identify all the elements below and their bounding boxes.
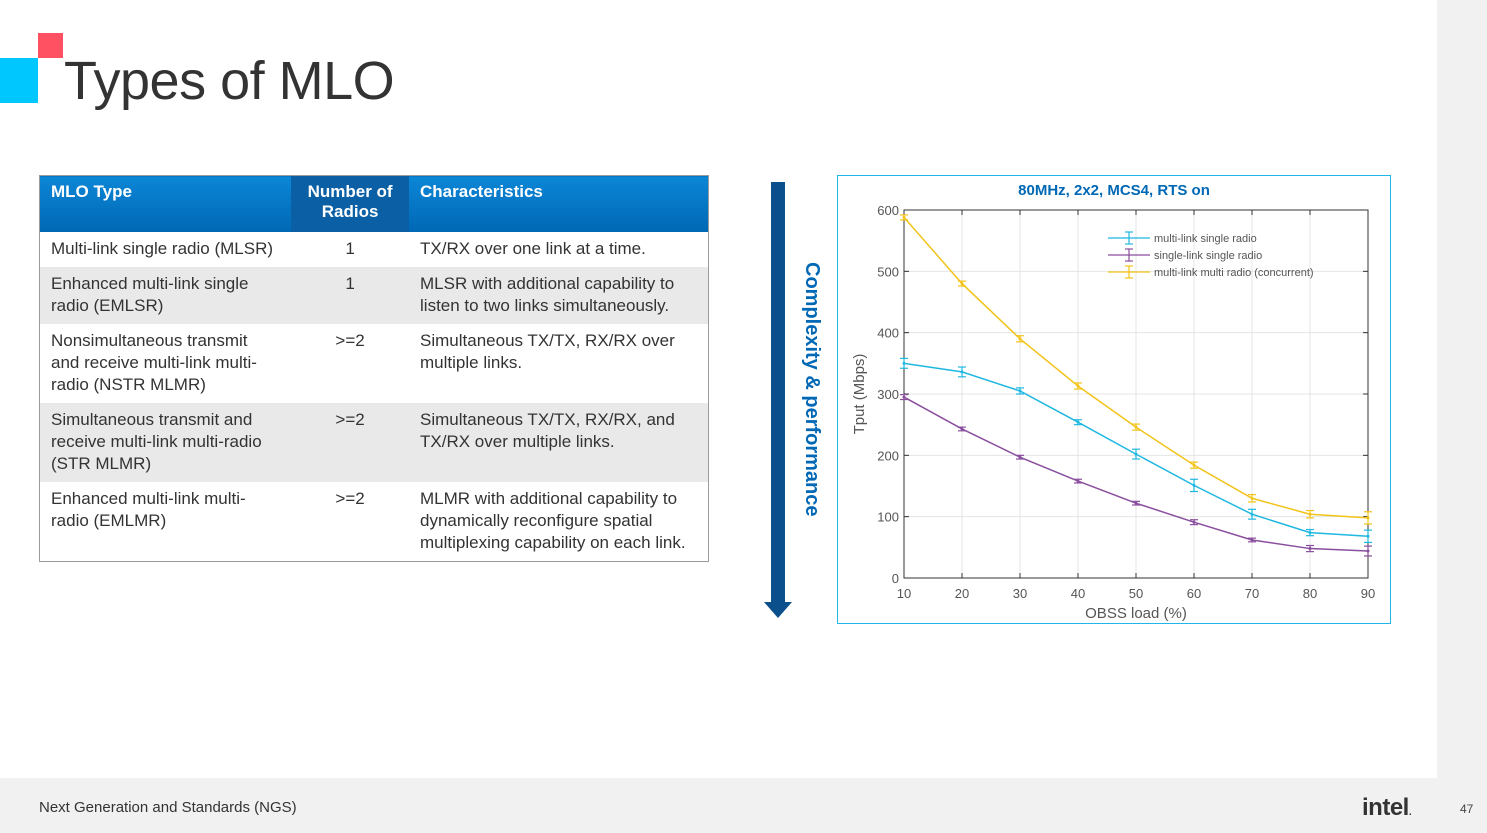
accent-square-cyan	[0, 58, 38, 103]
page-number: 47	[1460, 802, 1474, 816]
data-point	[1250, 496, 1254, 500]
cell-mlo-type: Multi-link single radio (MLSR)	[51, 239, 274, 258]
data-point	[1366, 534, 1370, 538]
legend-label: multi-link multi radio (concurrent)	[1154, 267, 1314, 279]
y-tick-label: 100	[877, 510, 899, 525]
y-axis-label: Tput (Mbps)	[851, 354, 868, 435]
mlo-types-table: MLO Type Number of Radios Characteristic…	[39, 175, 709, 562]
chart-plot: 10 20 30 40 50 60 70 80 90 0 100 200 300 400 500 600 OBS…	[851, 203, 1375, 622]
x-tick-label: 60	[1187, 586, 1201, 601]
cell-mlo-type: Enhanced multi-link single radio (EMLSR)	[39, 267, 292, 324]
legend-label: multi-link single radio	[1154, 233, 1257, 245]
data-point	[1366, 549, 1370, 553]
cell-radios: >=2	[335, 331, 365, 350]
slide-title: Types of MLO	[64, 51, 395, 111]
table-header-row: MLO Type Number of Radios Characteristic…	[39, 175, 709, 232]
y-tick-label: 200	[877, 448, 899, 463]
data-point	[1308, 512, 1312, 516]
data-point	[902, 215, 906, 219]
data-point	[1134, 425, 1138, 429]
intel-logo: intel.	[1362, 794, 1412, 822]
cell-characteristics: Simultaneous TX/TX, RX/RX over multiple …	[420, 331, 675, 372]
table-row: Enhanced multi-link multi-radio (EMLMR) …	[40, 482, 709, 562]
x-tick-label: 90	[1361, 586, 1375, 601]
data-point	[1192, 463, 1196, 467]
data-point	[1308, 547, 1312, 551]
data-point	[1076, 420, 1080, 424]
data-point	[1076, 384, 1080, 388]
x-tick-label: 50	[1129, 586, 1143, 601]
y-tick-label: 600	[877, 203, 899, 218]
x-axis-label: OBSS load (%)	[1085, 605, 1187, 622]
x-tick-label: 70	[1245, 586, 1259, 601]
cell-characteristics: TX/RX over one link at a time.	[420, 239, 646, 258]
cell-mlo-type: Simultaneous transmit and receive multi-…	[39, 403, 292, 482]
data-point	[1134, 452, 1138, 456]
y-tick-label: 0	[892, 571, 899, 586]
right-margin-strip	[1437, 0, 1487, 833]
accent-square-red	[38, 33, 63, 58]
table-row: Enhanced multi-link single radio (EMLSR)…	[39, 267, 709, 324]
cell-mlo-type: Nonsimultaneous transmit and receive mul…	[51, 331, 257, 394]
data-point	[1192, 520, 1196, 524]
footer-text: Next Generation and Standards (NGS)	[39, 799, 297, 816]
x-tick-label: 30	[1013, 586, 1027, 601]
y-tick-label: 300	[877, 387, 899, 402]
cell-characteristics: MLMR with additional capability to dynam…	[420, 489, 686, 552]
complexity-performance-label: Complexity & performance	[801, 262, 823, 517]
table-row: Simultaneous transmit and receive multi-…	[39, 403, 709, 482]
x-tick-label: 80	[1303, 586, 1317, 601]
data-point	[960, 370, 964, 374]
data-point	[960, 427, 964, 431]
cell-radios: >=2	[291, 403, 410, 482]
data-point	[1018, 337, 1022, 341]
intel-logo-text: intel	[1362, 794, 1409, 821]
throughput-chart: 80MHz, 2x2, MCS4, RTS on 10 20 30 40 50 60 70 8…	[837, 175, 1391, 624]
data-point	[1018, 389, 1022, 393]
cell-mlo-type: Enhanced multi-link multi-radio (EMLMR)	[51, 489, 246, 530]
data-point	[1192, 483, 1196, 487]
header-characteristics: Characteristics	[409, 175, 709, 232]
legend-label: single-link single radio	[1154, 250, 1262, 262]
cell-radios: >=2	[335, 489, 365, 508]
intel-logo-dot: .	[1408, 807, 1412, 818]
cell-characteristics: MLSR with additional capability to liste…	[409, 267, 709, 324]
y-tick-label: 400	[877, 326, 899, 341]
data-point	[1076, 479, 1080, 483]
chart-title: 80MHz, 2x2, MCS4, RTS on	[1018, 182, 1210, 199]
data-point	[1366, 516, 1370, 520]
header-mlo-type: MLO Type	[39, 175, 292, 232]
x-tick-label: 10	[897, 586, 911, 601]
table-row: Multi-link single radio (MLSR) 1 TX/RX o…	[40, 232, 709, 267]
data-point	[902, 395, 906, 399]
x-tick-label: 20	[955, 586, 969, 601]
cell-radios: 1	[291, 267, 410, 324]
cell-radios: 1	[345, 239, 355, 258]
data-point	[902, 361, 906, 365]
header-number-of-radios: Number of Radios	[291, 175, 410, 232]
data-point	[1308, 531, 1312, 535]
footer-bar	[0, 778, 1437, 833]
data-point	[1250, 538, 1254, 542]
data-point	[960, 282, 964, 286]
data-point	[1018, 455, 1022, 459]
y-tick-label: 500	[877, 264, 899, 279]
table-row: Nonsimultaneous transmit and receive mul…	[40, 324, 709, 403]
data-point	[1134, 501, 1138, 505]
data-point	[1250, 512, 1254, 516]
x-tick-label: 40	[1071, 586, 1085, 601]
down-arrow-icon	[764, 182, 792, 618]
cell-characteristics: Simultaneous TX/TX, RX/RX, and TX/RX ove…	[409, 403, 709, 482]
complexity-arrow	[764, 182, 792, 618]
